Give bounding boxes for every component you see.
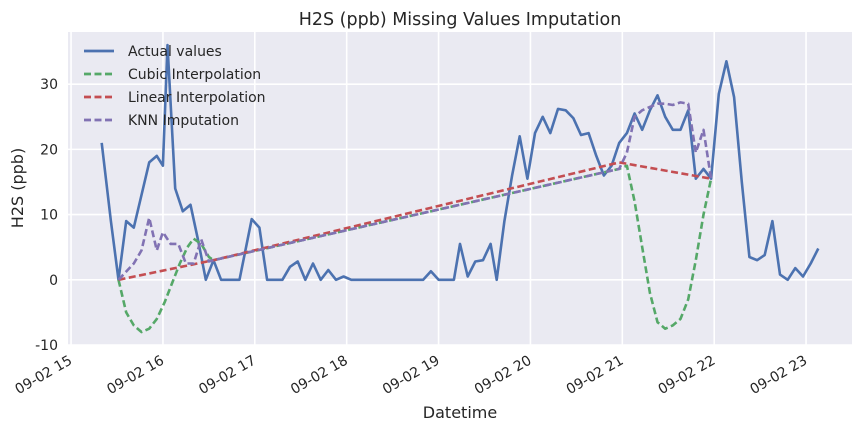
x-tick-label: 09-02 21 (564, 353, 627, 398)
legend-label-knn: KNN Imputation (128, 113, 239, 129)
x-tick-label: 09-02 22 (656, 353, 719, 398)
x-tick-label: 09-02 18 (288, 353, 351, 398)
legend-item-knn: KNN Imputation (84, 113, 239, 129)
x-tick-label: 09-02 15 (13, 353, 76, 398)
x-tick-label: 09-02 20 (472, 353, 535, 398)
chart-title: H2S (ppb) Missing Values Imputation (299, 10, 622, 30)
y-tick-label: 30 (40, 77, 58, 93)
series-layer (100, 43, 820, 334)
series-line-actual (100, 43, 820, 282)
x-tick-label: 09-02 23 (748, 353, 811, 398)
y-tick-label: 10 (40, 208, 58, 224)
x-tick-label: 09-02 16 (104, 353, 167, 398)
legend-item-actual: Actual values (84, 44, 222, 60)
y-tick-label: 20 (40, 142, 58, 158)
x-axis-title: Datetime (423, 403, 497, 422)
legend-item-linear: Linear Interpolation (84, 90, 266, 106)
series-line-knn (117, 101, 713, 281)
series-line-linear (118, 161, 712, 282)
y-axis-title: H2S (ppb) (8, 148, 27, 228)
legend-label-actual: Actual values (128, 44, 222, 60)
legend-label-cubic: Cubic Interpolation (128, 67, 261, 83)
legend-label-linear: Linear Interpolation (128, 90, 266, 106)
legend: Actual values Cubic Interpolation Linear… (84, 44, 266, 129)
y-tick-label: 0 (49, 273, 58, 289)
y-tick-label: -10 (35, 338, 58, 354)
x-tick-label: 09-02 19 (380, 353, 443, 398)
x-tick-label: 09-02 17 (196, 353, 259, 398)
legend-item-cubic: Cubic Interpolation (84, 67, 261, 83)
